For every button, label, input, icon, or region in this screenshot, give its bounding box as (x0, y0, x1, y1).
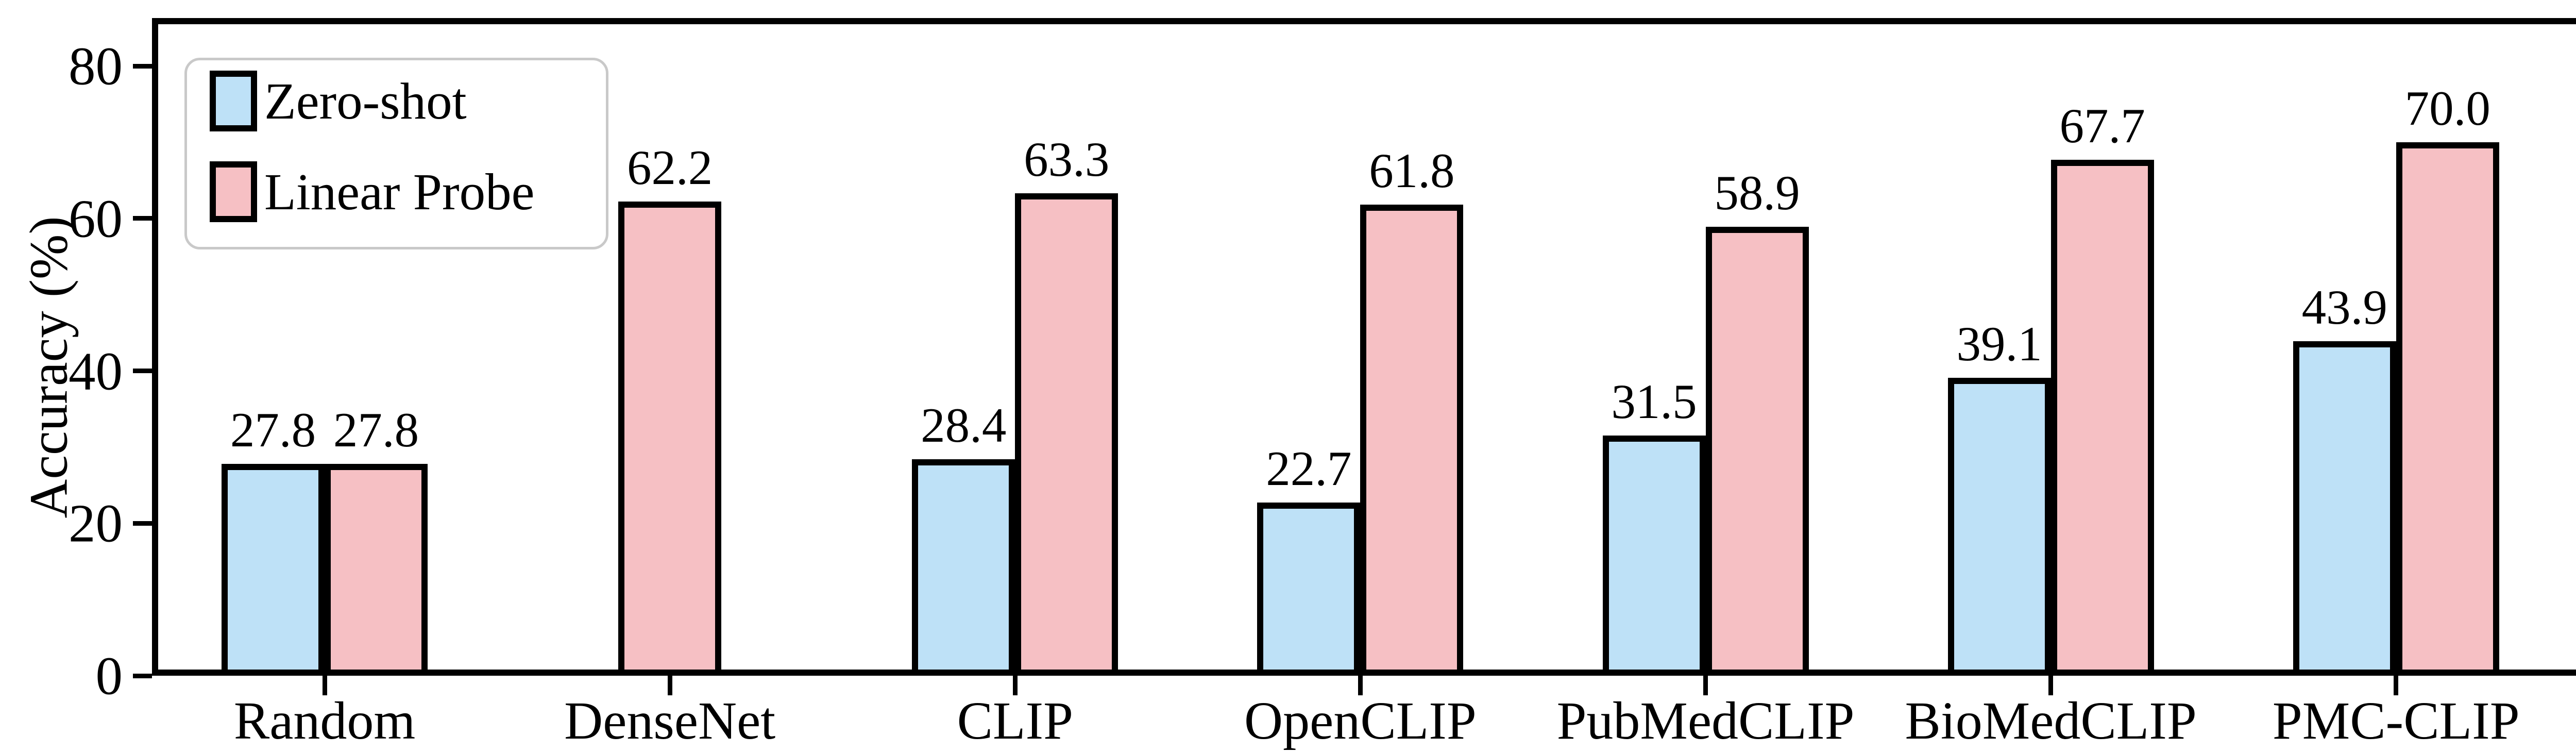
value-label-zero-shot-OpenCLIP: 22.7 (1266, 441, 1352, 496)
x-tick-mark-BioMedCLIP (2048, 676, 2054, 695)
bar-zero-shot-CLIP (912, 459, 1015, 676)
value-label-linear-probe-CLIP: 63.3 (1024, 132, 1110, 187)
x-tick-label-BioMedCLIP: BioMedCLIP (1905, 691, 2197, 750)
x-tick-mark-PubMedCLIP (1703, 676, 1708, 695)
value-label-linear-probe-PubMedCLIP: 58.9 (1714, 165, 1800, 221)
bar-zero-shot-BioMedCLIP (1947, 377, 2051, 676)
x-tick-label-DenseNet: DenseNet (564, 691, 776, 750)
bar-linear-probe-CLIP (1015, 193, 1118, 676)
bar-zero-shot-OpenCLIP (1257, 503, 1361, 676)
value-label-zero-shot-BioMedCLIP: 39.1 (1956, 316, 2042, 371)
y-tick-label-0: 0 (95, 645, 123, 706)
x-tick-mark-PMC-CLIP (2394, 676, 2399, 695)
legend-box: Zero-shot Linear Probe (184, 58, 608, 249)
x-tick-mark-CLIP (1012, 676, 1018, 695)
value-label-linear-probe-BioMedCLIP: 67.7 (2059, 98, 2145, 154)
value-label-linear-probe-DenseNet: 62.2 (627, 140, 713, 195)
x-tick-label-Random: Random (233, 691, 416, 750)
x-tick-mark-OpenCLIP (1358, 676, 1363, 695)
y-tick-mark-0 (133, 673, 152, 678)
legend-label-zero-shot: Zero-shot (264, 72, 467, 130)
x-tick-label-CLIP: CLIP (957, 691, 1073, 750)
x-tick-mark-Random (322, 676, 327, 695)
value-label-linear-probe-OpenCLIP: 61.8 (1369, 143, 1455, 198)
y-tick-mark-20 (133, 521, 152, 526)
bar-linear-probe-PMC-CLIP (2396, 142, 2499, 676)
bar-linear-probe-OpenCLIP (1360, 205, 1464, 676)
value-label-zero-shot-Random: 27.8 (230, 402, 316, 457)
y-tick-label-40: 40 (69, 341, 123, 402)
legend-item-zero-shot: Zero-shot (187, 71, 606, 131)
bar-zero-shot-PMC-CLIP (2293, 341, 2396, 676)
x-tick-mark-DenseNet (667, 676, 672, 695)
legend-item-linear-probe: Linear Probe (187, 161, 606, 222)
x-tick-label-PMC-CLIP: PMC-CLIP (2272, 691, 2520, 750)
bar-zero-shot-PubMedCLIP (1602, 436, 1706, 676)
legend-swatch-zero-shot (210, 71, 257, 131)
legend-label-linear-probe: Linear Probe (264, 162, 535, 221)
value-label-linear-probe-Random: 27.8 (333, 402, 419, 457)
bar-linear-probe-BioMedCLIP (2050, 160, 2154, 676)
y-tick-label-20: 20 (69, 493, 123, 554)
legend-swatch-linear-probe (210, 161, 257, 222)
y-tick-label-80: 80 (69, 36, 123, 96)
y-tick-mark-60 (133, 216, 152, 221)
bar-zero-shot-Random (222, 463, 325, 676)
bar-linear-probe-PubMedCLIP (1705, 227, 1809, 676)
value-label-linear-probe-PMC-CLIP: 70.0 (2404, 81, 2490, 136)
y-tick-label-60: 60 (69, 188, 123, 249)
plot-area: 27.8 27.8 62.2 28.4 63.3 22.7 61.8 31.5 58.9 39.1… (152, 18, 2576, 676)
value-label-zero-shot-PMC-CLIP: 43.9 (2301, 279, 2387, 335)
bar-linear-probe-Random (325, 463, 428, 676)
y-tick-mark-40 (133, 369, 152, 374)
value-label-zero-shot-CLIP: 28.4 (921, 398, 1007, 453)
value-label-zero-shot-PubMedCLIP: 31.5 (1611, 374, 1697, 429)
y-tick-mark-80 (133, 63, 152, 69)
x-tick-label-OpenCLIP: OpenCLIP (1244, 691, 1477, 750)
bars-layer: 27.8 27.8 62.2 28.4 63.3 22.7 61.8 31.5 58.9 39.1… (152, 18, 2576, 676)
bar-linear-probe-DenseNet (618, 202, 722, 676)
x-tick-label-PubMedCLIP: PubMedCLIP (1556, 691, 1855, 750)
